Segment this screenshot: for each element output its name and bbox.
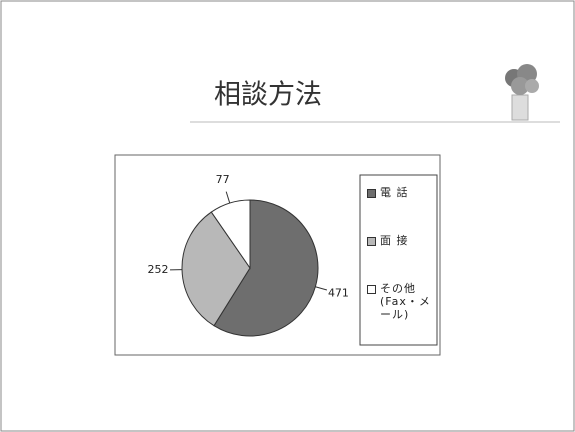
data-label: 77 (216, 173, 230, 186)
legend-label: 電 話 (380, 186, 409, 199)
legend-label: 面 接 (380, 234, 409, 247)
plant-decoration (505, 64, 539, 121)
legend-entry: 面 接 (367, 234, 436, 247)
legend-swatch (367, 237, 376, 246)
leader-line (315, 286, 328, 291)
legend-swatch (367, 285, 376, 294)
legend-label: その他 (Fax・メール) (380, 282, 431, 321)
pie-slice (213, 199, 319, 337)
legend-entry: その他 (Fax・メール) (367, 282, 436, 321)
leader-line (225, 191, 231, 204)
legend-swatch (367, 189, 376, 198)
data-label: 471 (328, 286, 349, 299)
legend-entry: 電 話 (367, 186, 436, 199)
legend-frame (359, 174, 438, 346)
data-label: 252 (148, 263, 169, 276)
chart-title: 相談方法 (214, 80, 322, 111)
